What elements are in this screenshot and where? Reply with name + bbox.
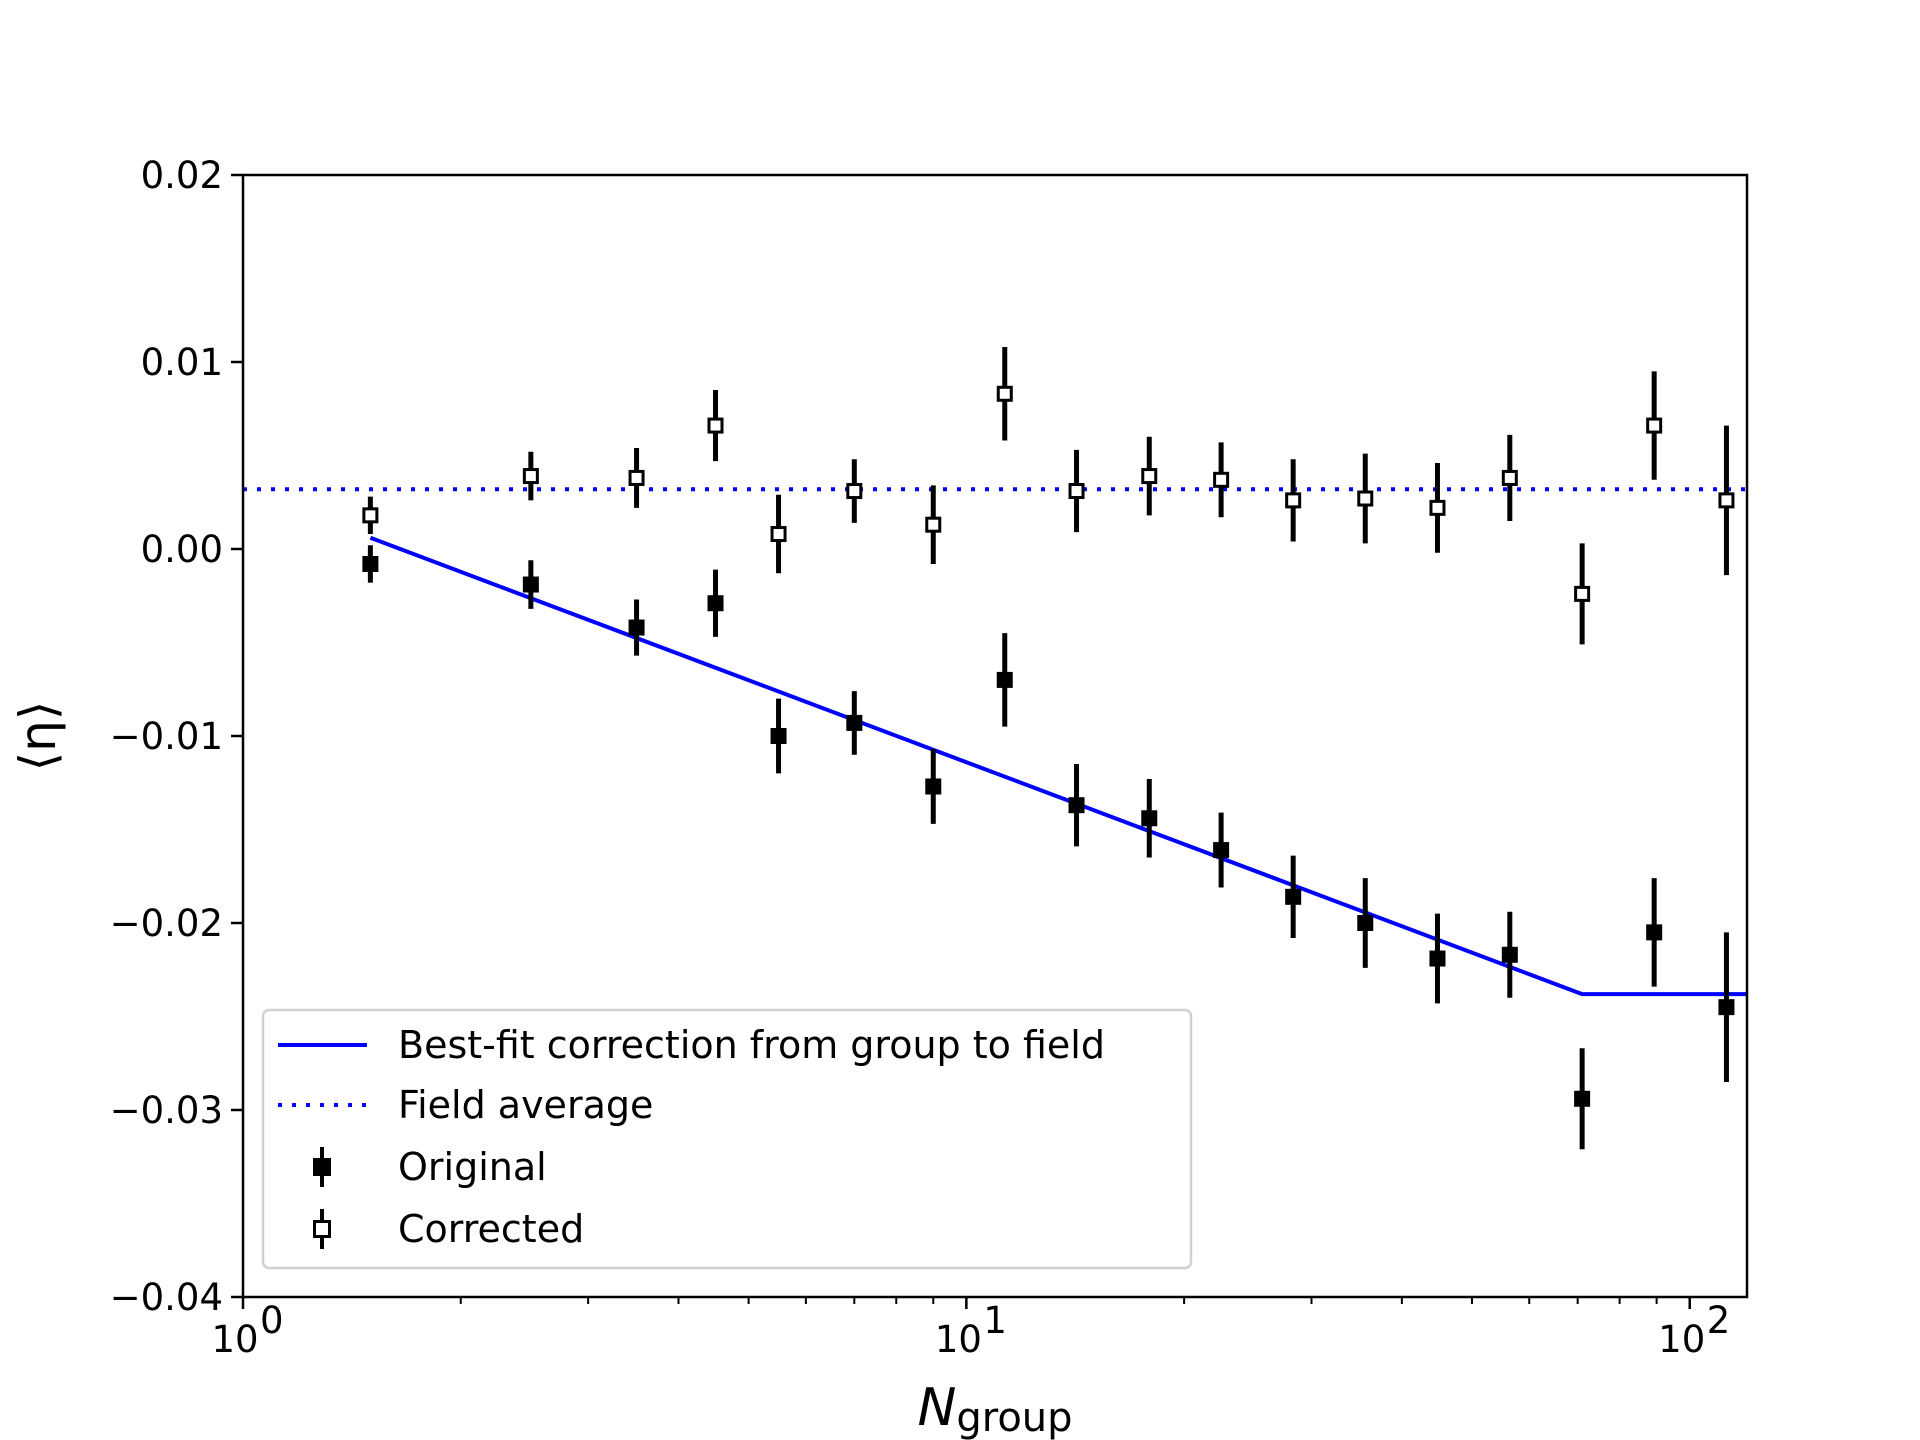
original-point: [996, 671, 1013, 688]
corrected-point: [1501, 469, 1518, 486]
legend-swatch-original: [313, 1158, 331, 1176]
original-point: [1429, 950, 1446, 967]
original-point: [1574, 1090, 1591, 1107]
corrected-point: [1213, 471, 1230, 488]
corrected-point: [1141, 468, 1158, 485]
y-tick-label: 0.00: [141, 528, 223, 571]
original-point: [628, 619, 645, 636]
corrected-point: [846, 483, 863, 500]
y-tick-label: −0.02: [110, 902, 223, 945]
x-tick-label-exponent: 1: [983, 1299, 1007, 1342]
legend-box: [261, 1008, 1193, 1270]
original-point: [770, 728, 787, 744]
corrected-point: [707, 417, 724, 434]
y-tick-label: −0.04: [110, 1276, 223, 1319]
x-axis-title: Ngroup: [917, 1378, 1072, 1440]
y-tick-label: −0.01: [110, 715, 223, 758]
original-point: [1141, 810, 1158, 827]
original-point: [1501, 946, 1518, 963]
legend-label: Original: [398, 1145, 547, 1189]
corrected-point: [1574, 585, 1591, 602]
corrected-point: [1429, 499, 1446, 516]
points-group: [362, 347, 1735, 1150]
original-point: [1646, 924, 1663, 941]
corrected-point: [996, 385, 1013, 402]
corrected-point: [522, 468, 539, 485]
legend-label: Field average: [398, 1083, 653, 1127]
corrected-point: [628, 469, 645, 486]
original-point: [846, 714, 863, 731]
plot-area: [243, 347, 1747, 1150]
corrected-point: [925, 516, 942, 533]
corrected-point: [1718, 492, 1735, 509]
legend-label: Best-fit correction from group to field: [398, 1023, 1105, 1067]
best-fit-line: [369, 535, 1747, 997]
corrected-point: [1646, 417, 1663, 434]
corrected-point: [1285, 492, 1302, 509]
corrected-point: [1068, 483, 1085, 500]
line-series-group: [243, 487, 1747, 997]
x-tick-label: 10: [1658, 1318, 1705, 1361]
corrected-point: [362, 507, 379, 524]
legend: Best-fit correction from group to field F…: [261, 1008, 1193, 1270]
original-point: [362, 555, 379, 572]
legend-swatch-corrected: [313, 1220, 331, 1238]
x-tick-label: 10: [935, 1318, 982, 1361]
y-axis-title: ⟨η⟩: [9, 701, 67, 772]
original-point: [1068, 797, 1085, 814]
corrected-point: [770, 526, 787, 543]
original-point: [1718, 999, 1735, 1016]
original-point: [707, 595, 724, 612]
original-point: [1213, 842, 1230, 859]
x-tick-label: 10: [211, 1318, 258, 1361]
corrected-point: [1357, 490, 1374, 507]
original-point: [1285, 888, 1302, 905]
original-point: [522, 576, 539, 593]
y-tick-label: 0.02: [141, 154, 223, 197]
y-tick-label: 0.01: [141, 341, 223, 384]
x-tick-label-exponent: 0: [260, 1299, 284, 1342]
x-tick-label-exponent: 2: [1707, 1299, 1731, 1342]
y-tick-label: −0.03: [110, 1089, 223, 1132]
original-point: [925, 778, 942, 795]
legend-label: Corrected: [398, 1207, 584, 1251]
original-point: [1357, 915, 1374, 931]
